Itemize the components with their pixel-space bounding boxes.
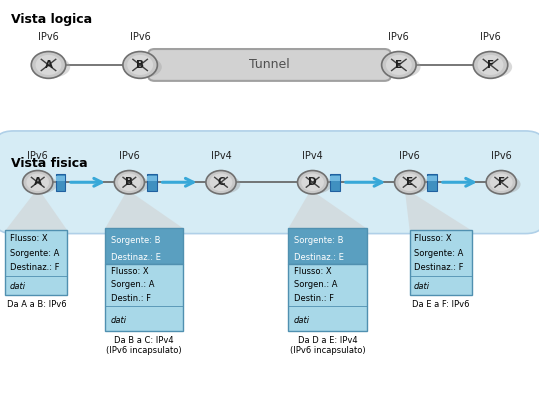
Text: dati: dati [110,316,127,325]
Text: Destinaz.: E: Destinaz.: E [110,253,161,262]
Circle shape [298,171,328,194]
Text: Destinaz.: F: Destinaz.: F [414,263,464,272]
Text: Destin.: F: Destin.: F [110,294,150,303]
Text: Flusso: X: Flusso: X [110,267,148,276]
Text: Flusso: X: Flusso: X [294,267,331,276]
Text: dati: dati [294,316,310,325]
Text: Sorgente: A: Sorgente: A [414,249,464,258]
Circle shape [386,55,412,75]
Text: F: F [487,60,494,70]
Circle shape [486,171,516,194]
Text: D: D [308,177,317,187]
Text: F: F [497,177,505,187]
FancyBboxPatch shape [330,176,340,181]
Polygon shape [405,194,472,230]
FancyBboxPatch shape [410,230,472,295]
Ellipse shape [474,56,512,78]
Text: Vista fisica: Vista fisica [11,157,87,170]
Circle shape [206,171,236,194]
Text: IPv6: IPv6 [119,151,140,161]
Text: IPv6: IPv6 [480,32,501,42]
Text: IPv6: IPv6 [130,32,150,42]
Ellipse shape [124,56,162,78]
Text: Sorgen.: A: Sorgen.: A [294,280,337,290]
FancyBboxPatch shape [56,174,65,191]
Text: IPv4: IPv4 [211,151,231,161]
Text: IPv4: IPv4 [302,151,323,161]
Circle shape [398,173,421,191]
Circle shape [31,52,66,78]
Circle shape [395,171,425,194]
Text: C: C [217,177,225,187]
Ellipse shape [383,56,420,78]
FancyBboxPatch shape [427,174,437,191]
Text: Destinaz.: E: Destinaz.: E [294,253,344,262]
Text: Da E a F: IPv6: Da E a F: IPv6 [412,300,469,309]
Ellipse shape [299,175,332,194]
Circle shape [301,173,324,191]
Circle shape [210,173,232,191]
Circle shape [473,52,508,78]
Circle shape [36,55,61,75]
Ellipse shape [24,175,57,194]
Text: Da A a B: IPv6: Da A a B: IPv6 [6,300,66,309]
Ellipse shape [207,175,240,194]
FancyBboxPatch shape [147,174,157,191]
Polygon shape [288,194,367,228]
Circle shape [26,173,49,191]
FancyBboxPatch shape [56,176,65,181]
Circle shape [114,171,144,194]
Circle shape [478,55,503,75]
Text: Flusso: X: Flusso: X [414,235,452,243]
Text: Da B a C: IPv4
(IPv6 incapsulato): Da B a C: IPv4 (IPv6 incapsulato) [106,336,182,355]
Text: E: E [406,177,413,187]
Text: IPv6: IPv6 [27,151,48,161]
Polygon shape [105,194,183,228]
Text: Sorgente: B: Sorgente: B [110,236,160,245]
Text: Vista logica: Vista logica [11,13,92,26]
Ellipse shape [487,175,521,194]
FancyBboxPatch shape [288,228,367,264]
Text: A: A [45,60,52,70]
Text: Destinaz.: F: Destinaz.: F [10,263,59,272]
Text: IPv6: IPv6 [491,151,512,161]
Text: Tunnel: Tunnel [249,58,290,72]
Ellipse shape [115,175,149,194]
FancyBboxPatch shape [427,176,437,181]
FancyBboxPatch shape [288,264,367,331]
Circle shape [123,52,157,78]
Text: dati: dati [414,282,430,292]
Circle shape [382,52,416,78]
Circle shape [127,55,153,75]
Circle shape [23,171,53,194]
FancyBboxPatch shape [147,176,157,181]
Text: Flusso: X: Flusso: X [10,235,47,243]
Text: Sorgente: A: Sorgente: A [10,249,59,258]
Text: A: A [34,177,42,187]
FancyBboxPatch shape [105,228,183,264]
Text: Destin.: F: Destin.: F [294,294,334,303]
Ellipse shape [396,175,429,194]
Text: IPv6: IPv6 [399,151,420,161]
Circle shape [118,173,141,191]
FancyBboxPatch shape [105,264,183,331]
FancyBboxPatch shape [148,49,391,81]
Ellipse shape [32,56,70,78]
FancyBboxPatch shape [0,131,539,234]
Text: IPv6: IPv6 [38,32,59,42]
Text: B: B [136,60,144,70]
Text: E: E [395,60,403,70]
Text: dati: dati [10,282,26,292]
Text: IPv6: IPv6 [389,32,409,42]
Text: Sorgente: B: Sorgente: B [294,236,343,245]
FancyBboxPatch shape [330,174,340,191]
Text: Sorgen.: A: Sorgen.: A [110,280,154,290]
Polygon shape [5,194,67,230]
Text: Da D a E: IPv4
(IPv6 incapsulato): Da D a E: IPv4 (IPv6 incapsulato) [289,336,365,355]
Text: B: B [126,177,133,187]
Circle shape [490,173,513,191]
FancyBboxPatch shape [5,230,67,295]
